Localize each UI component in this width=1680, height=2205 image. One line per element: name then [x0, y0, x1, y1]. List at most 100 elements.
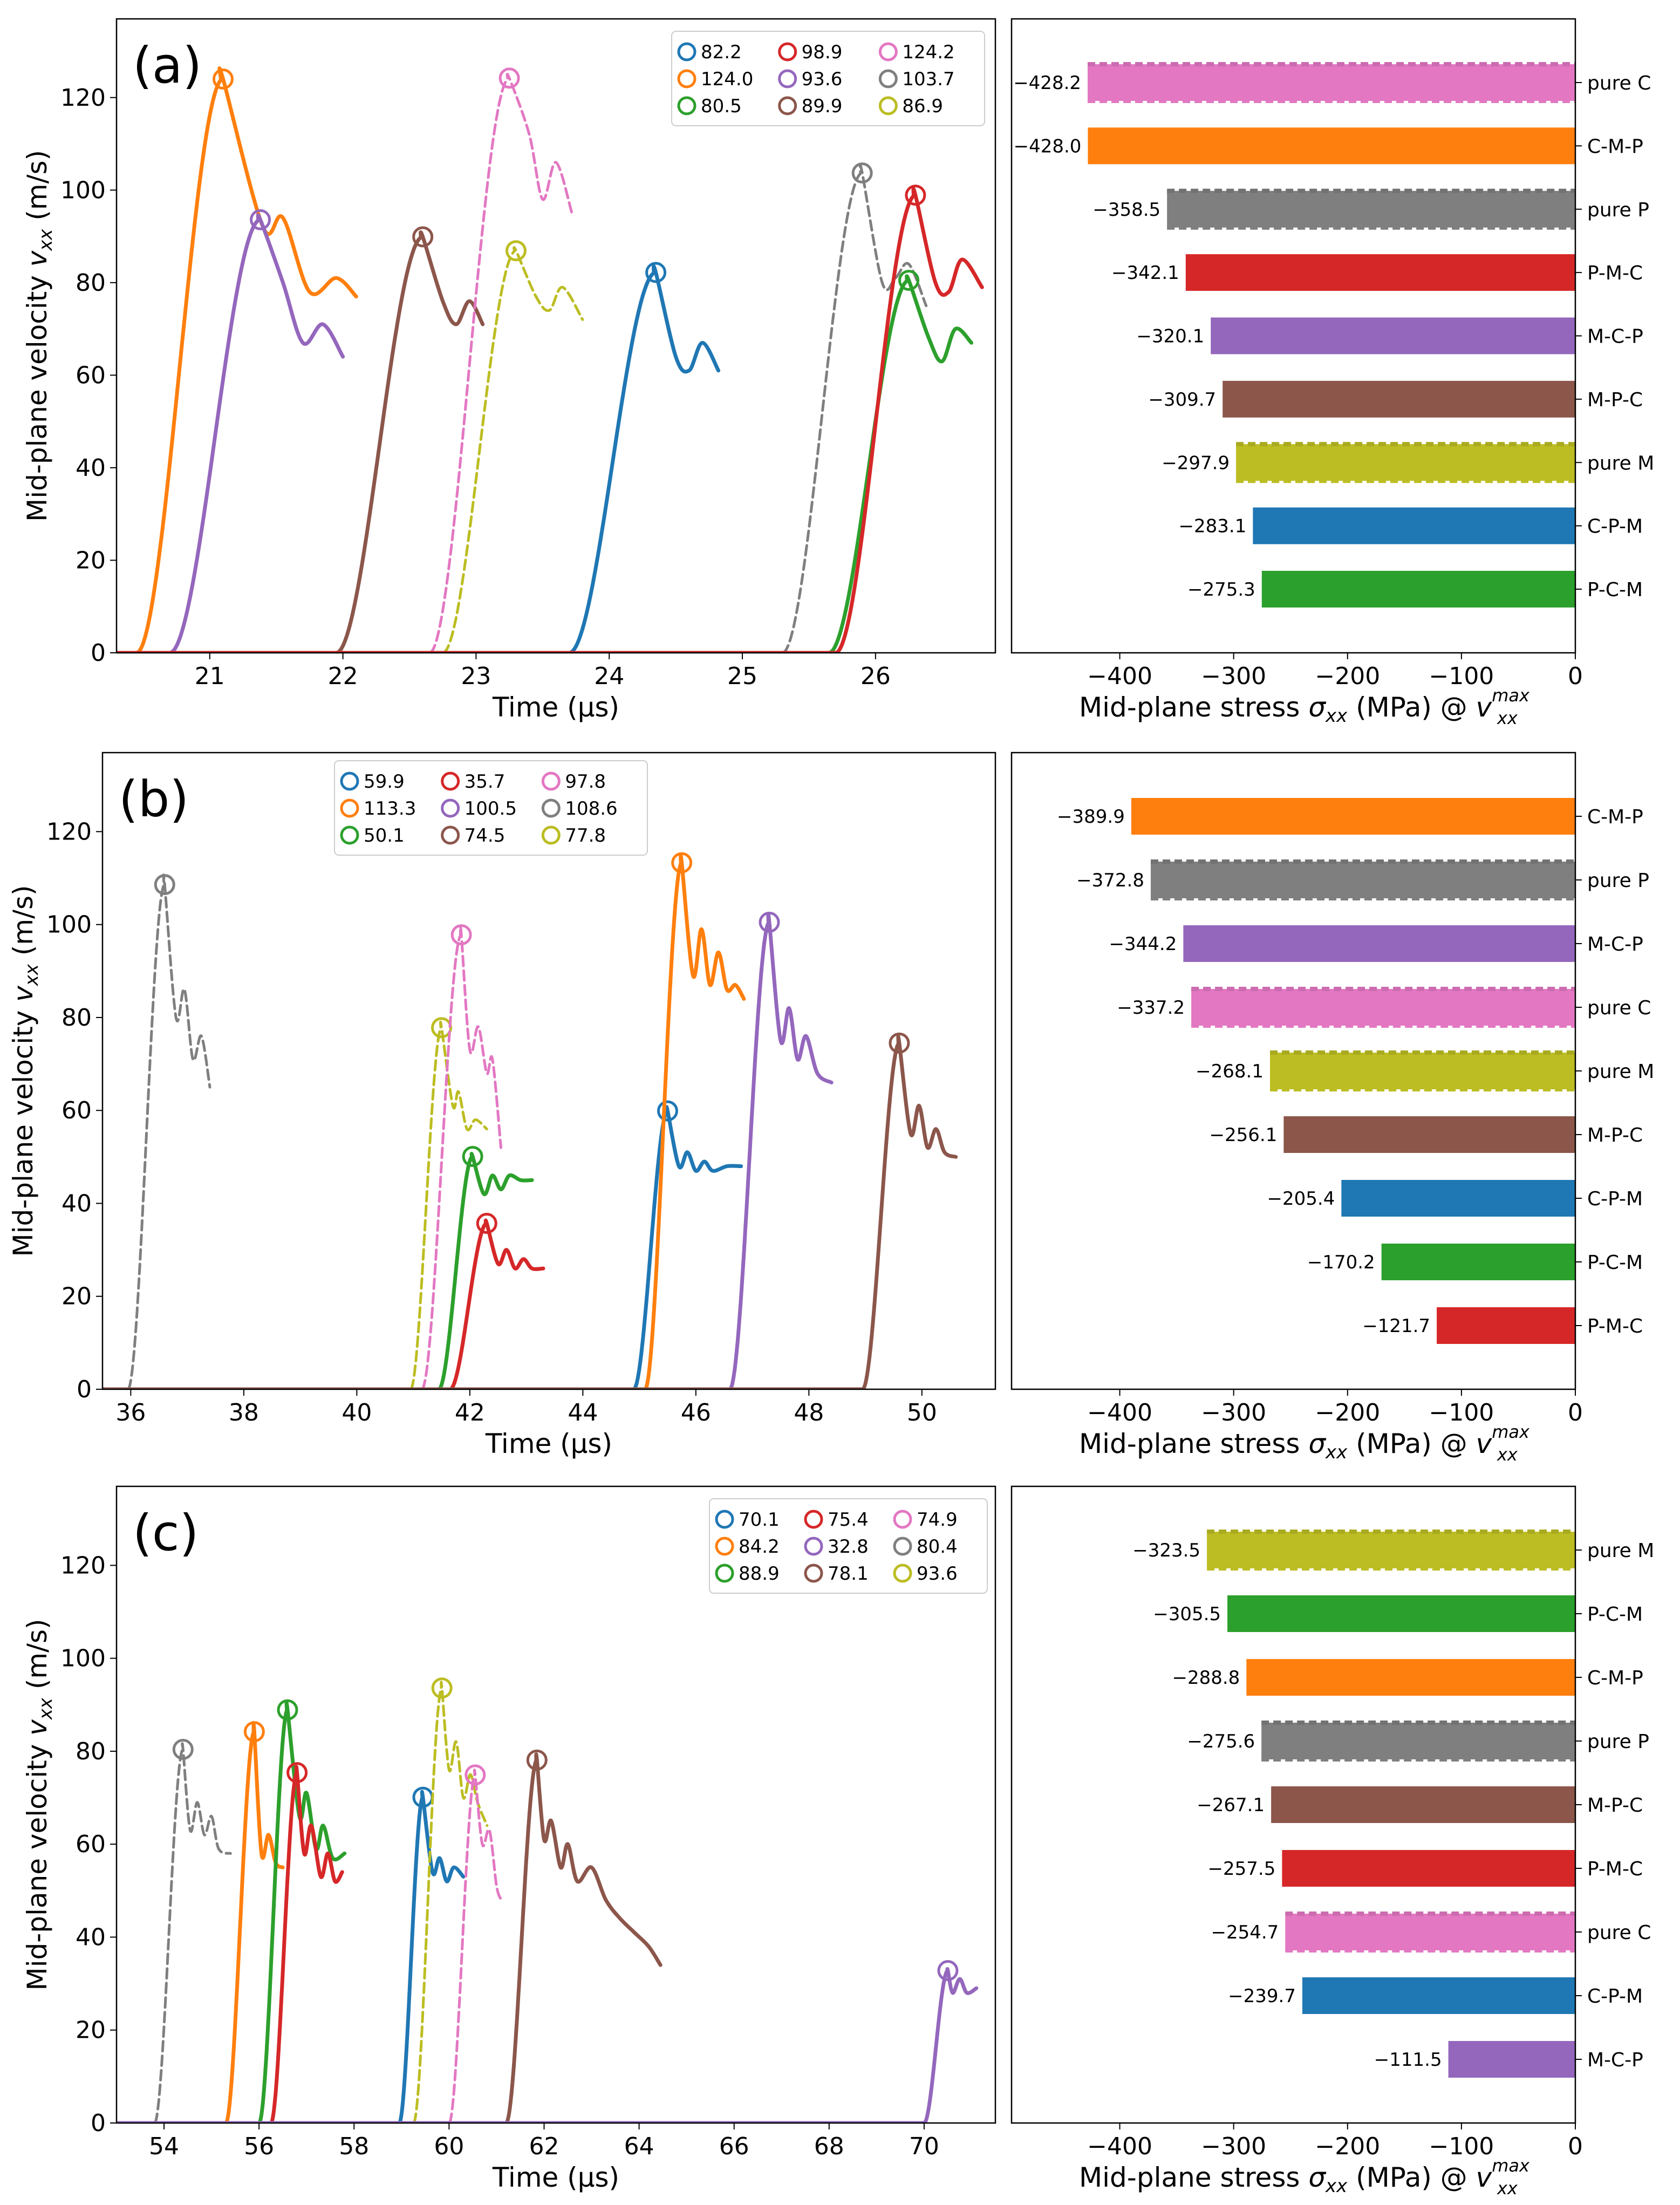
- legend-label: 84.2: [739, 1536, 780, 1558]
- line-panel-(c): 0 20 40 60 80 100 120 54 56 58 60 62 64 66 68 70 (c) 70.1…: [22, 1485, 996, 2193]
- bar-P-M-C: [1185, 254, 1575, 291]
- legend-label: 93.6: [802, 69, 843, 90]
- bar-value-label: −283.1: [1179, 516, 1247, 537]
- x-tick-label: 0: [1568, 2133, 1583, 2160]
- y-label-main: Mid-plane velocity: [22, 1736, 53, 1991]
- category-label: M-P-C: [1587, 1124, 1643, 1146]
- category-label: pure C: [1587, 997, 1651, 1019]
- peak-marker-P-M-C: [286, 1762, 308, 1784]
- x-tick-label: 70: [909, 2133, 939, 2160]
- peak-marker-M-C-P: [759, 911, 780, 933]
- legend-label: 97.8: [565, 771, 606, 793]
- x-tick-label: 38: [229, 1399, 259, 1426]
- bar-C-P-M: [1253, 507, 1575, 544]
- bar-P-M-C: [1437, 1307, 1575, 1344]
- plot-frame: [115, 18, 996, 654]
- y-tick-label: 100: [60, 176, 106, 204]
- x-label-sup2: max: [1492, 1422, 1530, 1442]
- peak-marker-pure P: [154, 874, 175, 896]
- series-line-pure M: [412, 1681, 489, 2123]
- peak-marker-M-P-C: [526, 1749, 548, 1771]
- bar-value-label: −268.1: [1196, 1061, 1264, 1082]
- legend-label: 59.9: [364, 771, 405, 793]
- category-label: C-P-M: [1587, 1188, 1643, 1210]
- panel-letter: (c): [133, 1504, 199, 1562]
- y-axis-label: Mid-plane velocity vxx (m/s): [22, 1619, 57, 1990]
- bar-pure M: [1270, 1053, 1575, 1089]
- bar-value-label: −275.6: [1187, 1731, 1255, 1752]
- legend-marker: [677, 69, 696, 88]
- x-label-var: σ: [1308, 1428, 1326, 1459]
- series-line-P-C-M: [827, 274, 974, 653]
- legend-label: 88.9: [739, 1563, 780, 1585]
- legend-label: 80.5: [701, 95, 742, 117]
- x-tick-label: 50: [907, 1399, 937, 1426]
- legend-label: 89.9: [802, 95, 843, 117]
- bar-value-label: −121.7: [1362, 1315, 1430, 1337]
- peak-marker-P-C-M: [277, 1699, 298, 1721]
- series-group: [117, 66, 984, 653]
- legend-label: 82.2: [701, 42, 742, 63]
- x-tick-label: 54: [149, 2133, 179, 2160]
- bar-C-M-P: [1246, 1659, 1575, 1696]
- x-tick-label: −400: [1087, 663, 1152, 690]
- peak-marker-P-C-M: [898, 270, 920, 291]
- legend-marker: [804, 1564, 823, 1583]
- legend-marker: [778, 96, 797, 115]
- legend-marker: [677, 96, 696, 115]
- series-line-M-C-P: [728, 911, 834, 1389]
- line-panel-(b): 0 20 40 60 80 100 120 36 38 40 42 44 46 48 50 (b) 59.9 11…: [8, 752, 996, 1459]
- bar-value-label: −111.5: [1374, 2049, 1442, 2071]
- series-line-M-P-C: [504, 1752, 663, 2123]
- plot-frame: [1010, 1485, 1576, 2124]
- legend-marker: [340, 772, 359, 791]
- bar-value-label: −239.7: [1228, 1985, 1296, 2007]
- legend-marker: [778, 42, 797, 62]
- series-line-P-C-M: [436, 1152, 534, 1389]
- bar-C-P-M: [1341, 1180, 1575, 1217]
- y-label-sub: xx: [35, 229, 57, 251]
- y-tick-label: 80: [76, 1738, 106, 1765]
- y-label-sub: xx: [21, 964, 43, 986]
- legend-label: 78.1: [828, 1563, 869, 1585]
- legend-marker: [715, 1510, 734, 1529]
- legend-marker: [541, 798, 561, 818]
- x-label-sub: xx: [1325, 2175, 1348, 2197]
- x-tick-label: −300: [1201, 663, 1266, 690]
- x-label-mid: (MPa) @: [1347, 2162, 1476, 2193]
- category-label: P-C-M: [1587, 1252, 1643, 1274]
- x-label-var2: v: [1476, 692, 1493, 723]
- y-tick-label: 100: [60, 1645, 106, 1672]
- bar-M-P-C: [1283, 1116, 1575, 1153]
- legend-marker: [441, 772, 460, 791]
- peak-marker-P-M-C: [905, 185, 926, 206]
- bar-pure P: [1150, 862, 1575, 898]
- bar-value-label: −323.5: [1132, 1540, 1200, 1561]
- bar-pure C: [1285, 1914, 1575, 1950]
- legend-label: 108.6: [565, 798, 617, 820]
- x-label-var: σ: [1308, 692, 1326, 723]
- panel-letter: (a): [133, 37, 202, 94]
- bar-M-P-C: [1223, 380, 1575, 418]
- bar-value-label: −428.0: [1014, 135, 1082, 157]
- bar-value-label: −309.7: [1148, 389, 1216, 411]
- x-tick-label: 56: [244, 2133, 274, 2160]
- bar-value-label: −170.2: [1307, 1252, 1375, 1273]
- legend: 59.9 113.3 50.1 35.7 100.5 74.5 97.8 108.6 77.8: [334, 760, 648, 856]
- legend-label: 32.8: [828, 1536, 869, 1558]
- series-line-C-M-P: [224, 1721, 285, 2123]
- x-tick-label: −200: [1315, 1399, 1380, 1426]
- x-tick-label: 0: [1568, 663, 1583, 690]
- bar-M-C-P: [1183, 925, 1575, 962]
- category-label: P-C-M: [1587, 579, 1643, 601]
- series-line-pure C: [447, 1769, 503, 2123]
- y-tick-label: 20: [62, 1283, 92, 1310]
- legend-label: 80.4: [917, 1536, 958, 1558]
- peak-marker-M-P-C: [412, 226, 434, 248]
- peak-marker-pure C: [498, 67, 520, 89]
- peak-marker-C-P-M: [657, 1100, 678, 1122]
- x-label-sub2: xx: [1497, 2178, 1518, 2199]
- x-axis-label: Time (μs): [492, 692, 619, 723]
- y-tick-label: 0: [91, 639, 106, 667]
